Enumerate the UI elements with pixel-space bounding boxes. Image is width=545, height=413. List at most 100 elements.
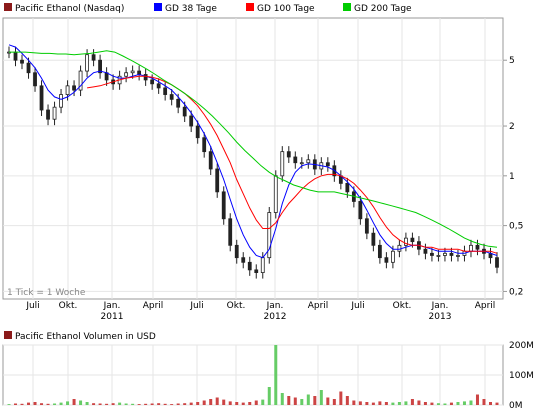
price-y-axis: 5 2 1 0,5 0,2 bbox=[503, 56, 523, 297]
x-tick-label: Okt. bbox=[393, 301, 412, 311]
volume-y-tick-label: 100M bbox=[509, 371, 534, 381]
legend: Pacific Ethanol (Nasdaq) GD 38 Tage GD 1… bbox=[4, 3, 412, 14]
volume-bars bbox=[7, 345, 499, 405]
volume-bar bbox=[72, 399, 76, 405]
candle-body bbox=[137, 70, 142, 75]
candle-body bbox=[384, 257, 389, 263]
candle-body bbox=[228, 218, 233, 246]
candle-body bbox=[280, 151, 285, 177]
volume-bar bbox=[449, 402, 453, 405]
legend-label-gd100: GD 100 Tage bbox=[257, 4, 315, 14]
volume-bar bbox=[332, 399, 336, 405]
volume-legend: Pacific Ethanol Volumen in USD bbox=[4, 331, 156, 342]
candle-body bbox=[254, 269, 259, 273]
volume-bar bbox=[248, 402, 252, 405]
price-y-tick-label: 0,2 bbox=[509, 287, 523, 297]
volume-bar bbox=[150, 403, 154, 405]
volume-bar bbox=[7, 404, 11, 405]
candle-body bbox=[182, 106, 187, 117]
volume-bar bbox=[371, 402, 375, 405]
candle-body bbox=[195, 125, 200, 139]
volume-bar bbox=[14, 403, 18, 405]
x-tick-label: Jan. bbox=[431, 301, 449, 311]
volume-bar bbox=[202, 400, 206, 405]
candle-body bbox=[221, 191, 226, 220]
volume-bar bbox=[378, 401, 382, 405]
volume-bar bbox=[98, 403, 102, 405]
volume-bar bbox=[183, 403, 187, 405]
candle-body bbox=[260, 257, 265, 273]
x-tick-label: Okt. bbox=[59, 301, 78, 311]
volume-bar bbox=[280, 393, 284, 405]
volume-bar bbox=[423, 402, 427, 405]
volume-bar bbox=[300, 399, 304, 405]
volume-bar bbox=[124, 403, 128, 405]
volume-bar bbox=[397, 402, 401, 405]
volume-bar bbox=[313, 396, 317, 405]
price-x-axis: Juli Okt. Jan. April Juli Okt. Jan. April Juli Ok… bbox=[25, 301, 495, 322]
price-y-tick-label: 1 bbox=[509, 172, 515, 182]
volume-bar bbox=[85, 402, 89, 405]
x-tick-label: Juli bbox=[25, 301, 39, 311]
candle-body bbox=[430, 252, 434, 256]
x-tick-label: Jan. bbox=[103, 301, 121, 311]
x-tick-label: Juli bbox=[350, 301, 364, 311]
volume-bar bbox=[144, 403, 148, 405]
volume-bar bbox=[410, 399, 414, 405]
candle-body bbox=[208, 151, 213, 170]
candle-body bbox=[98, 59, 102, 74]
candle-body bbox=[456, 255, 460, 257]
volume-bar bbox=[482, 399, 486, 405]
x-year-label: 2013 bbox=[429, 312, 452, 322]
volume-bar bbox=[157, 403, 161, 405]
volume-bar bbox=[228, 401, 232, 405]
volume-bar bbox=[475, 394, 479, 405]
volume-bar bbox=[170, 404, 174, 405]
legend-label-gd200: GD 200 Tage bbox=[354, 4, 412, 14]
candle-body bbox=[85, 54, 89, 72]
volume-bar bbox=[267, 387, 271, 405]
volume-bar bbox=[163, 403, 167, 405]
volume-bar bbox=[430, 402, 434, 405]
volume-bar bbox=[131, 403, 135, 405]
candle-body bbox=[345, 182, 350, 193]
x-tick-label: Jan. bbox=[266, 301, 284, 311]
volume-bar bbox=[137, 404, 141, 405]
volume-bar bbox=[404, 401, 408, 405]
candle-body bbox=[26, 62, 31, 74]
volume-bar bbox=[358, 401, 362, 405]
candle-body bbox=[273, 175, 278, 213]
volume-bar bbox=[417, 400, 421, 405]
candle-body bbox=[78, 70, 83, 91]
candle-body bbox=[377, 244, 382, 259]
candle-body bbox=[33, 72, 37, 87]
x-year-label: 2011 bbox=[101, 312, 124, 322]
candle-body bbox=[443, 252, 447, 256]
candle-body bbox=[397, 244, 402, 252]
volume-bar bbox=[92, 403, 96, 405]
volume-bar bbox=[326, 397, 330, 405]
volume-bar bbox=[456, 402, 460, 405]
candle-body bbox=[91, 54, 96, 61]
candle-body bbox=[143, 74, 148, 81]
volume-bar bbox=[53, 403, 57, 405]
volume-bar bbox=[274, 345, 278, 405]
x-year-label: 2012 bbox=[264, 312, 287, 322]
candle-body bbox=[215, 168, 220, 193]
candle-body bbox=[495, 257, 499, 268]
volume-bar bbox=[176, 403, 180, 405]
candle-body bbox=[163, 87, 168, 95]
legend-label-gd38: GD 38 Tage bbox=[165, 4, 217, 14]
volume-bar bbox=[215, 397, 219, 405]
candle-body bbox=[169, 94, 174, 100]
volume-bar bbox=[105, 403, 109, 405]
volume-bar bbox=[254, 400, 258, 405]
candle-body bbox=[436, 255, 441, 257]
x-tick-label: Okt. bbox=[227, 301, 246, 311]
volume-bar bbox=[209, 399, 213, 405]
tick-note: 1 Tick = 1 Woche bbox=[7, 288, 86, 298]
candle-body bbox=[475, 244, 480, 250]
volume-bar bbox=[59, 402, 63, 405]
candle-body bbox=[267, 212, 272, 259]
